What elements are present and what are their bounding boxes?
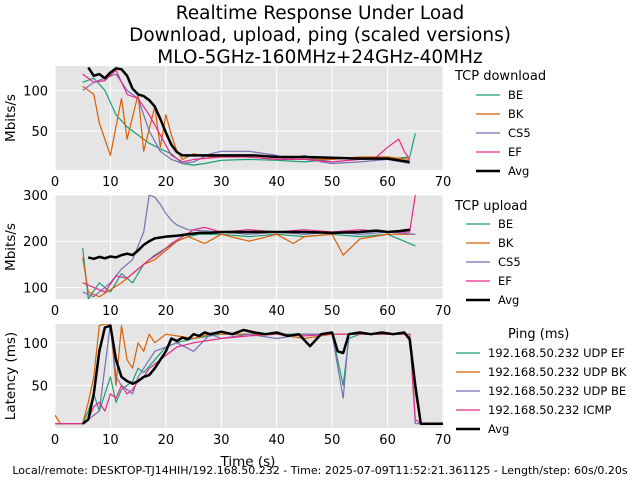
series-group [82,66,416,166]
series-line-ef [82,195,416,293]
legend-label: EF [508,145,522,159]
series-line-avg [87,66,410,164]
legend-label: 192.168.50.232 UDP BK [488,365,627,379]
x-tick-label: 20 [158,175,175,190]
legend-label: Avg [488,422,509,436]
chart-title-line-2: Download, upload, ping (scaled versions) [129,25,511,46]
x-tick-label: 10 [102,304,119,319]
x-tick-label: 30 [213,433,230,448]
y-tick-label: 100 [23,337,48,352]
x-tick-label: 10 [102,175,119,190]
legend-label: EF [498,274,512,288]
series-line-avg [87,228,410,261]
legend-label: 192.168.50.232 UDP EF [488,346,625,360]
series-line-ef [82,69,411,163]
x-tick-label: 0 [51,304,59,319]
download-panel: 0 10 20 30 40 50 60 70 50 100 Mbits/s TCP download B… [3,66,546,190]
y-tick-label: 50 [31,125,48,140]
x-tick-label: 50 [324,175,341,190]
x-tick-label: 40 [268,175,285,190]
legend-label: BE [508,88,523,102]
series-line-avg [81,324,443,425]
x-tick-label: 20 [158,304,175,319]
y-axis-label: Latency (ms) [3,332,19,420]
x-tick-label: 70 [435,175,452,190]
y-tick-label: 100 [23,84,48,99]
series-group [82,195,416,299]
legend-title: TCP upload [454,199,528,214]
plot-background [55,195,443,299]
chart-title-line-3: MLO-5GHz-160MHz+24GHz-40MHz [157,47,482,68]
x-tick-label: 40 [268,304,285,319]
legend-label: BE [498,217,513,231]
x-tick-label: 50 [324,304,341,319]
legend-title: TCP download [454,69,546,84]
x-tick-label: 30 [213,175,230,190]
x-tick-label: 0 [51,175,59,190]
y-tick-label: 200 [23,235,48,250]
y-tick-label: 100 [23,281,48,296]
series-line-bk [82,233,416,298]
x-tick-label: 70 [435,304,452,319]
ping-panel: 0 10 20 30 40 50 60 70 50 100 Latency (ms) Ping (ms… [3,324,627,448]
x-tick-label: 10 [102,433,119,448]
x-axis-label: Time (s) [220,454,276,470]
legend-title: Ping (ms) [508,327,569,342]
x-tick-label: 70 [435,433,452,448]
legend-label: 192.168.50.232 ICMP [488,403,611,417]
x-tick-label: 60 [379,175,396,190]
upload-panel: 0 10 20 30 40 50 60 70 100 200 300 Mbits/s TCP uploa… [3,189,528,319]
legend-label: BK [508,107,524,121]
legend-label: 192.168.50.232 UDP BE [488,384,626,398]
x-tick-label: 0 [51,433,59,448]
x-tick-label: 40 [268,433,285,448]
legend-label: Avg [508,164,529,178]
footer-info: Local/remote: DESKTOP-TJ14HIH/192.168.50… [12,464,628,477]
legend-label: CS5 [498,255,521,269]
x-tick-label: 20 [158,433,175,448]
y-tick-label: 50 [31,379,48,394]
x-tick-label: 60 [379,304,396,319]
y-tick-label: 300 [23,189,48,204]
x-tick-label: 50 [324,433,341,448]
x-tick-label: 30 [213,304,230,319]
y-axis-label: Mbits/s [3,94,19,142]
y-axis-label: Mbits/s [3,223,19,271]
legend-label: BK [498,236,514,250]
legend-label: CS5 [508,126,531,140]
chart-title-line-1: Realtime Response Under Load [176,3,465,24]
series-group [55,324,443,425]
x-tick-label: 60 [379,433,396,448]
legend-label: Avg [498,293,519,307]
